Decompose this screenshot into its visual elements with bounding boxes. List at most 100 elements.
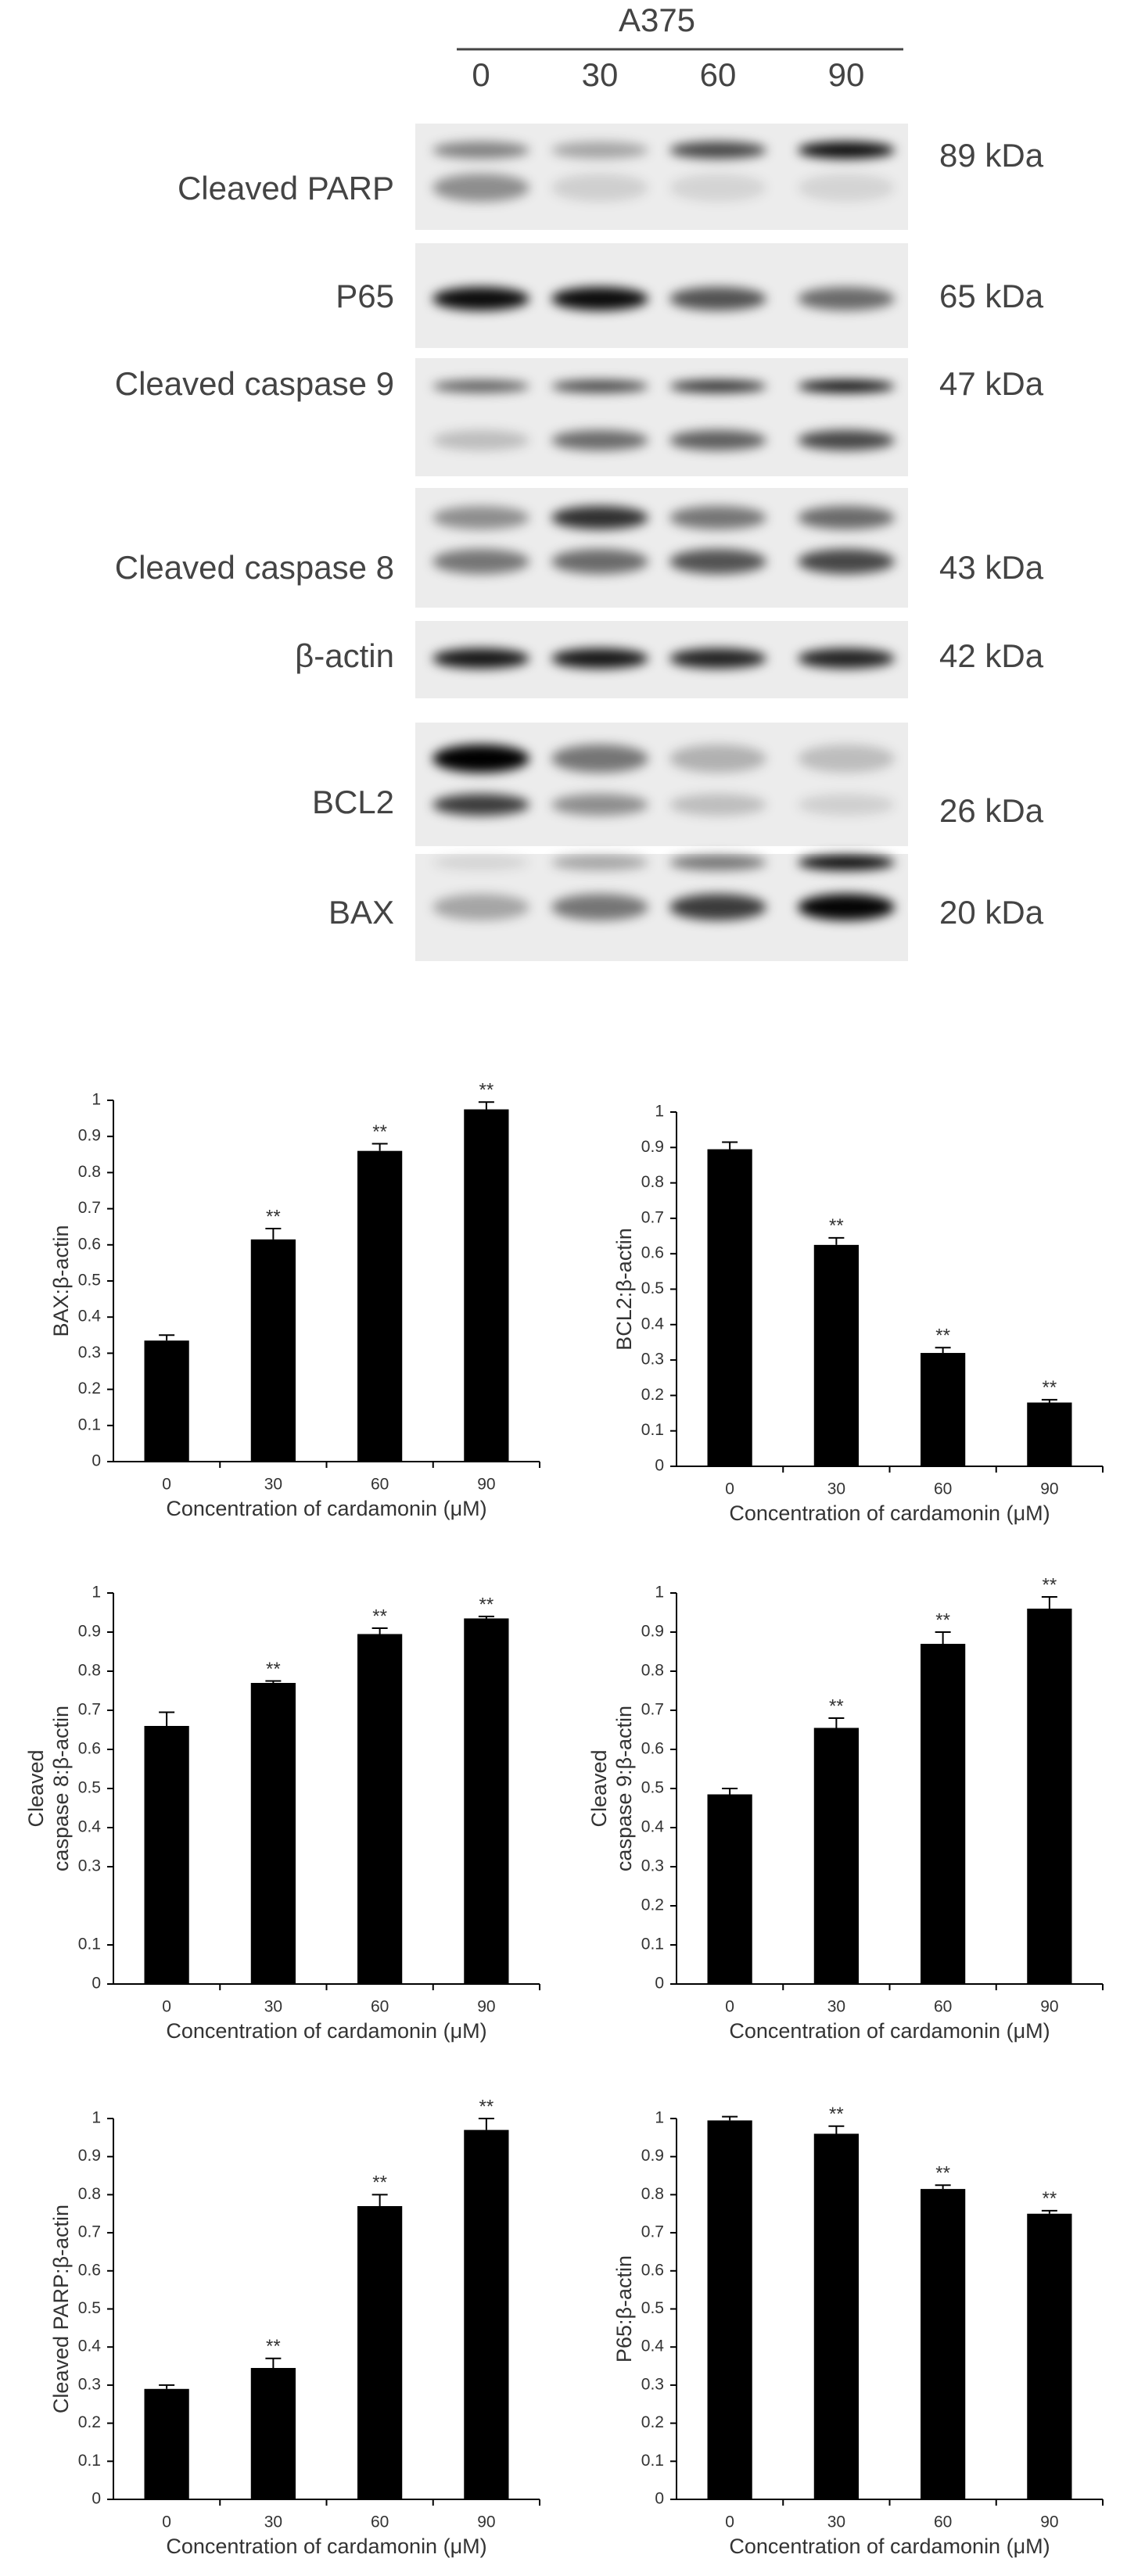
x-tick-label: 60 xyxy=(934,2513,952,2531)
blot-band xyxy=(551,855,648,870)
y-axis-title: Cleaved xyxy=(587,1749,611,1827)
blot-band xyxy=(432,506,529,529)
bar xyxy=(1027,1402,1072,1466)
blot-band xyxy=(798,287,895,310)
blot-band xyxy=(798,506,895,529)
blot-band xyxy=(669,794,766,816)
x-tick-label: 60 xyxy=(934,1998,952,2016)
significance: ** xyxy=(479,1594,494,1615)
y-axis-title: BCL2:β-actin xyxy=(612,1228,636,1351)
bar xyxy=(813,2133,859,2499)
y-tick-label: 0.7 xyxy=(641,1701,664,1719)
blot-band xyxy=(669,380,766,393)
significance: ** xyxy=(829,1215,844,1236)
x-axis-title: Concentration of cardamonin (μM) xyxy=(729,2535,1050,2558)
y-tick-label: 0.2 xyxy=(78,2413,101,2431)
y-tick-label: 0.6 xyxy=(78,2261,101,2279)
significance: ** xyxy=(372,1606,387,1627)
x-axis-title: Concentration of cardamonin (μM) xyxy=(729,1501,1050,1525)
blot-band xyxy=(798,894,895,920)
blot-panel xyxy=(415,723,908,846)
y-tick-label: 0 xyxy=(655,1457,664,1475)
y-axis-title: Cleaved xyxy=(24,1749,48,1827)
y-tick-label: 0.7 xyxy=(78,1701,101,1719)
y-tick-label: 1 xyxy=(92,1584,101,1602)
blot-band xyxy=(669,894,766,920)
blot-band xyxy=(551,506,648,529)
cell-line: A375 xyxy=(619,2,695,38)
x-tick-label: 90 xyxy=(1040,1480,1058,1498)
error-bar xyxy=(722,1788,738,1795)
kda-label: 47 kDa xyxy=(939,365,1044,402)
significance: ** xyxy=(479,2096,494,2117)
y-tick-label: 0.9 xyxy=(641,2147,664,2165)
significance: ** xyxy=(372,1121,387,1143)
y-tick-label: 0.9 xyxy=(78,1623,101,1641)
y-tick-label: 1 xyxy=(92,1091,101,1109)
x-tick-label: 0 xyxy=(725,1998,734,2016)
bar xyxy=(707,1794,752,1984)
x-tick-label: 30 xyxy=(264,1476,282,1494)
blot-band xyxy=(798,380,895,393)
bar xyxy=(813,1727,859,1984)
blot-band xyxy=(551,549,648,574)
bar xyxy=(921,2189,966,2499)
significance: ** xyxy=(1043,2188,1057,2209)
row-label: Cleaved PARP xyxy=(178,170,394,206)
error-bar xyxy=(722,2115,738,2121)
error-bar xyxy=(1041,2209,1057,2214)
y-tick-label: 0.7 xyxy=(78,2223,101,2241)
error-bar xyxy=(478,1101,494,1110)
bar xyxy=(1027,1609,1072,1984)
significance: ** xyxy=(479,1080,494,1101)
blot-band xyxy=(432,648,529,669)
error-bar xyxy=(1041,1596,1057,1609)
blot-band xyxy=(551,794,648,816)
blot-band xyxy=(669,549,766,574)
x-tick-label: 30 xyxy=(264,1998,282,2016)
row-label: β-actin xyxy=(295,637,394,674)
error-bar xyxy=(159,1711,175,1726)
bar xyxy=(144,2388,189,2499)
blot-band xyxy=(551,380,648,393)
bar xyxy=(250,1683,296,1984)
lane-label: 30 xyxy=(582,56,619,93)
y-tick-label: 0.5 xyxy=(78,2299,101,2317)
y-tick-label: 0.8 xyxy=(641,2185,664,2203)
blot-band xyxy=(432,142,529,159)
error-bar xyxy=(478,1616,494,1619)
blot-band xyxy=(432,894,529,920)
y-tick-label: 1 xyxy=(655,1584,664,1602)
error-bar xyxy=(265,2357,282,2368)
bar xyxy=(921,1353,966,1466)
y-tick-label: 0.2 xyxy=(641,1386,664,1404)
y-tick-label: 0.2 xyxy=(78,1379,101,1397)
row-label: BCL2 xyxy=(312,784,394,820)
y-tick-label: 0.1 xyxy=(78,2452,101,2470)
y-tick-label: 0 xyxy=(655,2490,664,2508)
significance: ** xyxy=(266,2336,281,2357)
y-tick-label: 0 xyxy=(92,2490,101,2508)
x-tick-label: 0 xyxy=(725,1480,734,1498)
bar xyxy=(357,1150,403,1462)
error-bar xyxy=(265,1228,282,1240)
blot-band xyxy=(432,794,529,816)
y-tick-label: 0.2 xyxy=(641,1896,664,1914)
bar xyxy=(464,2129,509,2499)
error-bar xyxy=(935,1631,951,1644)
y-axis-title: Cleaved PARP:β-actin xyxy=(49,2205,73,2413)
bar xyxy=(1027,2213,1072,2499)
y-tick-label: 0.8 xyxy=(78,2185,101,2203)
x-tick-label: 0 xyxy=(162,1476,171,1494)
x-tick-label: 60 xyxy=(371,1476,389,1494)
significance: ** xyxy=(829,2104,844,2125)
blot-band xyxy=(432,744,529,773)
error-bar xyxy=(371,1627,388,1634)
y-tick-label: 0.5 xyxy=(641,1779,664,1797)
y-tick-label: 0.9 xyxy=(641,1138,664,1156)
kda-label: 89 kDa xyxy=(939,137,1044,174)
x-tick-label: 30 xyxy=(827,1998,845,2016)
bar xyxy=(707,2120,752,2499)
blot-band xyxy=(798,794,895,816)
significance: ** xyxy=(935,2163,950,2184)
